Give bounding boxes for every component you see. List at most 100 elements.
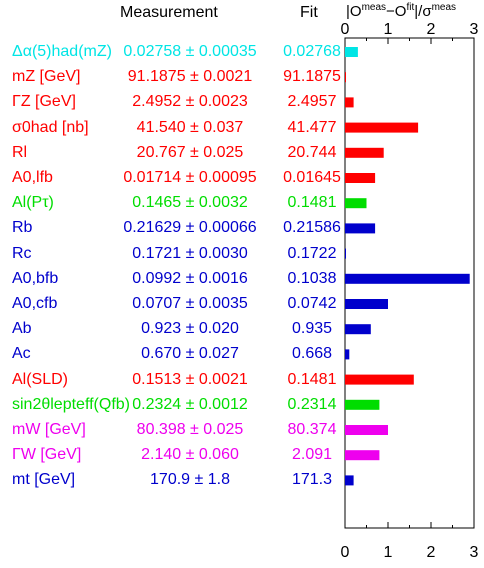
bar — [345, 248, 346, 259]
row-fit: 0.0742 — [287, 295, 337, 312]
row-label: A0,bfb — [12, 269, 59, 287]
measurement-header: Measurement — [120, 4, 218, 21]
bar — [345, 198, 367, 209]
tick-label-top: 3 — [470, 21, 479, 38]
row-measurement: 0.0992 ± 0.0016 — [132, 269, 248, 287]
row-label: ΓW [GeV] — [12, 446, 82, 464]
table-row: ΓW [GeV] 2.140 ± 0.060 2.091 — [0, 443, 484, 467]
bar — [345, 173, 376, 183]
table-row: mZ [GeV] 91.1875 ± 0.0021 91.1875 — [0, 65, 484, 89]
row-fit: 0.935 — [291, 320, 333, 338]
tick-label-bottom: 3 — [470, 544, 479, 561]
table-row: Rl 20.767 ± 0.025 20.744 — [0, 141, 484, 165]
row-label: Al(SLD) — [12, 370, 69, 388]
row-fit: 2.4957 — [287, 93, 337, 111]
row-label: Rl — [12, 143, 28, 161]
bar — [345, 425, 388, 435]
row-fit: 91.1875 — [283, 68, 341, 86]
row-label: mt [GeV] — [12, 471, 76, 489]
row-label: Ab — [12, 320, 32, 338]
row-label: A0,lfb — [12, 169, 53, 186]
row-fit: 2.091 — [291, 446, 333, 464]
tick-label-bottom: 1 — [384, 544, 393, 561]
bar — [345, 72, 346, 83]
row-measurement: 0.01714 ± 0.00095 — [123, 169, 257, 186]
row-label: σ0had [nb] — [12, 118, 89, 136]
row-measurement: 41.540 ± 0.037 — [136, 118, 244, 136]
table-row: mW [GeV] 80.398 ± 0.025 80.374 — [0, 418, 484, 442]
table-row: Ab 0.923 ± 0.020 0.935 — [0, 317, 484, 341]
row-fit: 0.1481 — [287, 194, 337, 212]
bar — [345, 349, 350, 360]
row-measurement: 170.9 ± 1.8 — [150, 471, 230, 489]
bar — [345, 273, 470, 284]
table-row: σ0had [nb] 41.540 ± 0.037 41.477 — [0, 116, 484, 140]
table-row: Rc 0.1721 ± 0.0030 0.1722 — [0, 242, 484, 266]
row-fit: 0.01645 — [283, 169, 341, 186]
bar — [345, 122, 419, 133]
row-measurement: 80.398 ± 0.025 — [136, 421, 244, 438]
row-measurement: 0.923 ± 0.020 — [141, 320, 239, 338]
row-fit: 0.1038 — [287, 269, 337, 287]
bar — [345, 374, 414, 385]
row-label: Al(Pτ) — [12, 194, 54, 212]
row-fit: 20.744 — [287, 143, 337, 161]
tick-label-top: 1 — [384, 21, 393, 38]
row-label: mW [GeV] — [12, 421, 86, 438]
row-measurement: 0.1465 ± 0.0032 — [132, 194, 248, 212]
row-measurement: 2.4952 ± 0.0023 — [132, 93, 248, 111]
row-fit: 41.477 — [287, 118, 337, 136]
bar — [345, 475, 354, 486]
table-row: Al(SLD) 0.1513 ± 0.0021 0.1481 — [0, 368, 484, 392]
row-label: Rc — [12, 244, 32, 262]
fit-header: Fit — [300, 4, 318, 21]
row-fit: 80.374 — [287, 421, 337, 438]
row-measurement: 20.767 ± 0.025 — [136, 143, 244, 161]
row-measurement: 2.140 ± 0.060 — [141, 446, 239, 464]
table-row: Δα(5)had(mZ) 0.02758 ± 0.00035 0.02768 — [0, 40, 484, 64]
row-fit: 0.1481 — [287, 370, 337, 388]
table-row: Al(Pτ) 0.1465 ± 0.0032 0.1481 — [0, 191, 484, 215]
row-label: A0,cfb — [12, 295, 58, 312]
table-row: mt [GeV] 170.9 ± 1.8 171.3 — [0, 468, 484, 492]
row-label: mZ [GeV] — [12, 68, 81, 86]
row-fit: 0.1722 — [287, 244, 337, 262]
table-row: A0,cfb 0.0707 ± 0.0035 0.0742 — [0, 292, 484, 316]
table-row: A0,lfb 0.01714 ± 0.00095 0.01645 — [0, 166, 484, 190]
pull-header: |Omeas−Ofit|/σmeas — [346, 2, 457, 20]
tick-label-bottom: 2 — [427, 544, 436, 561]
row-measurement: 0.1513 ± 0.0021 — [132, 370, 248, 388]
bar — [345, 147, 384, 158]
row-fit: 171.3 — [291, 471, 333, 489]
row-label: Ac — [12, 345, 31, 363]
row-fit: 0.21586 — [283, 219, 341, 237]
tick-label-bottom: 0 — [341, 544, 350, 561]
row-measurement: 0.2324 ± 0.0012 — [132, 395, 248, 413]
row-measurement: 0.21629 ± 0.00066 — [123, 219, 257, 237]
bar — [345, 324, 371, 335]
table-row: A0,bfb 0.0992 ± 0.0016 0.1038 — [0, 267, 484, 291]
row-label: Δα(5)had(mZ) — [12, 43, 112, 60]
table-row: ΓZ [GeV] 2.4952 ± 0.0023 2.4957 — [0, 90, 484, 114]
tick-label-top: 2 — [427, 21, 436, 38]
row-measurement: 0.670 ± 0.027 — [141, 345, 239, 363]
row-label: sin2θlepteff(Qfb) — [12, 395, 130, 413]
bar — [345, 399, 380, 410]
tick-label-top: 0 — [341, 21, 350, 38]
bar — [345, 223, 376, 234]
bar — [345, 450, 380, 461]
row-measurement: 0.1721 ± 0.0030 — [132, 244, 248, 262]
table-row: Ac 0.670 ± 0.027 0.668 — [0, 342, 484, 366]
row-label: ΓZ [GeV] — [12, 93, 76, 111]
bar — [345, 47, 358, 57]
row-label: Rb — [12, 219, 33, 237]
row-measurement: 0.0707 ± 0.0035 — [132, 295, 248, 312]
row-measurement: 91.1875 ± 0.0021 — [127, 68, 253, 86]
row-measurement: 0.02758 ± 0.00035 — [123, 43, 257, 60]
bar — [345, 299, 388, 309]
row-fit: 0.668 — [291, 345, 333, 363]
bar — [345, 97, 354, 108]
row-fit: 0.02768 — [283, 43, 341, 60]
table-row: sin2θlepteff(Qfb) 0.2324 ± 0.0012 0.2314 — [0, 393, 484, 417]
